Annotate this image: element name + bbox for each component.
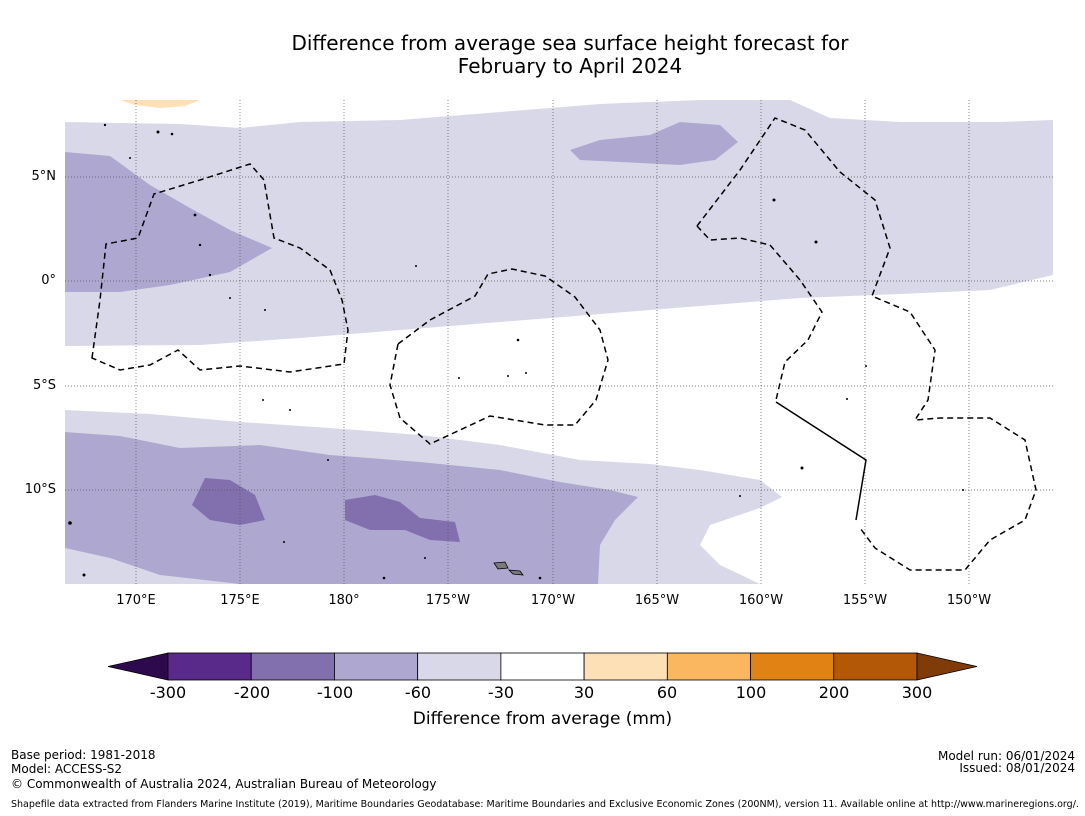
- anomaly-patch-positive: [120, 100, 200, 108]
- sea-level-map: [65, 100, 1053, 584]
- lon-label-150w: 150°W: [946, 593, 992, 608]
- lon-label-170w: 170°W: [530, 593, 576, 608]
- lon-label-160w: 160°W: [738, 593, 784, 608]
- colorbar-extend-low: [107, 652, 169, 681]
- colorbar-segment: [250, 652, 335, 681]
- anomaly-band-north-60: [65, 100, 1053, 346]
- eez-phoenix: [389, 268, 609, 445]
- colorbar-tick: -30: [487, 683, 515, 702]
- copyright: © Commonwealth of Australia 2024, Austra…: [11, 777, 437, 791]
- colorbar-segment: [583, 652, 668, 681]
- lat-label-0: 0°: [41, 273, 56, 288]
- colorbar-tick: -60: [404, 683, 432, 702]
- colorbar-segment: [334, 652, 419, 681]
- colorbar-tick: -200: [233, 683, 271, 702]
- anomaly-patch-central-100: [570, 122, 738, 165]
- base-period: Base period: 1981-2018: [11, 748, 156, 762]
- colorbar-segment: [833, 652, 918, 681]
- colorbar-segment: [750, 652, 835, 681]
- colorbar-tick: 30: [573, 683, 595, 702]
- anomaly-patch-west-100: [65, 152, 272, 292]
- colorbar: [107, 652, 978, 681]
- colorbar-segment: [167, 652, 252, 681]
- islands: [68, 123, 964, 580]
- anomaly-patch-south-200-a: [192, 478, 265, 525]
- map-title-line-2: February to April 2024: [457, 54, 683, 78]
- shapefile-note: Shapefile data extracted from Flanders M…: [11, 799, 1079, 810]
- lon-label-180: 180°: [328, 593, 360, 608]
- colorbar-tick: 300: [901, 683, 933, 702]
- eez-solid-boundary: [775, 401, 867, 521]
- colorbar-segment: [417, 652, 502, 681]
- eez-boundaries: [91, 117, 1037, 571]
- lat-label-5s: 5°S: [32, 378, 56, 393]
- colorbar-segment: [666, 652, 751, 681]
- lon-label-175w: 175°W: [425, 593, 471, 608]
- colorbar-label: Difference from average (mm): [412, 709, 673, 729]
- colorbar-tick: 60: [656, 683, 678, 702]
- samoa-islands: [493, 561, 524, 576]
- lat-label-10s: 10°S: [24, 482, 56, 497]
- map-title-line-1: Difference from average sea surface heig…: [291, 31, 849, 55]
- colorbar-extend-high: [916, 652, 978, 681]
- model-name: Model: ACCESS-S2: [11, 762, 123, 776]
- eez-line-islands: [696, 117, 1037, 571]
- colorbar-tick: -300: [149, 683, 187, 702]
- lon-label-170e: 170°E: [116, 593, 156, 608]
- colorbar-tick: 200: [818, 683, 850, 702]
- eez-kiribati-gilbert: [91, 163, 349, 373]
- lat-label-5n: 5°N: [31, 169, 57, 184]
- issued-date: Issued: 08/01/2024: [959, 761, 1075, 775]
- colorbar-tick: 100: [735, 683, 767, 702]
- lon-label-165w: 165°W: [634, 593, 680, 608]
- lon-label-155w: 155°W: [842, 593, 888, 608]
- model-run: Model run: 06/01/2024: [937, 749, 1075, 763]
- anomaly-patch-south-200-b: [345, 495, 460, 542]
- colorbar-tick: -100: [316, 683, 354, 702]
- colorbar-segment: [500, 652, 585, 681]
- lon-label-175e: 175°E: [220, 593, 260, 608]
